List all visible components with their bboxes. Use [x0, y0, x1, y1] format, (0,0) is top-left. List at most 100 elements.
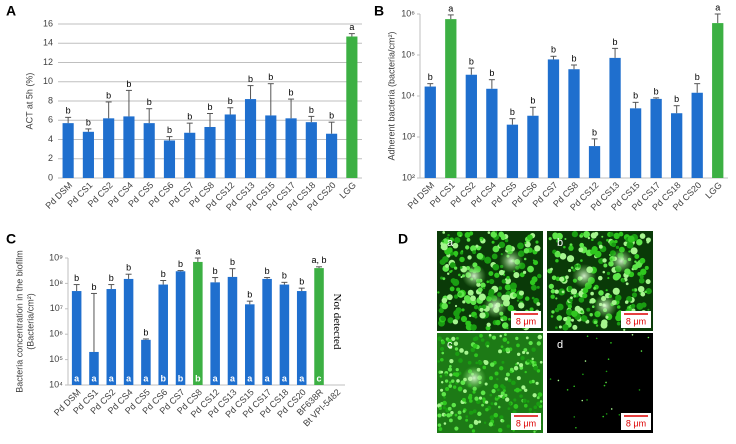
speckle: [573, 416, 576, 418]
speckle: [518, 302, 525, 309]
speckle: [527, 234, 533, 241]
speckle: [503, 333, 507, 337]
speckle: [504, 393, 508, 397]
speckle: [549, 378, 552, 380]
bar-letter: a: [74, 373, 80, 383]
speckle: [539, 360, 543, 364]
speckle: [501, 419, 505, 423]
speckle: [632, 264, 639, 271]
bar: [89, 351, 99, 385]
speckle: [449, 365, 452, 368]
speckle: [618, 231, 624, 237]
speckle: [526, 351, 529, 355]
speckle: [453, 294, 459, 299]
speckle: [536, 401, 541, 407]
significance-letter: b: [161, 269, 166, 279]
speckle: [565, 308, 573, 316]
scale-label: 8 μm: [516, 316, 536, 326]
speckle: [562, 324, 569, 331]
speckle: [568, 245, 574, 251]
speckle: [483, 360, 487, 364]
bar: [285, 118, 297, 178]
y-tick-label: 10³: [402, 131, 415, 141]
speckle: [474, 396, 479, 401]
speckle: [500, 345, 504, 349]
scale-label: 8 μm: [626, 418, 646, 428]
speckle: [452, 385, 457, 389]
speckle: [512, 293, 517, 298]
speckle: [595, 337, 598, 340]
speckle: [469, 231, 474, 236]
speckle: [523, 257, 527, 261]
speckle: [522, 398, 527, 403]
speckle: [441, 340, 446, 345]
significance-letter: b: [633, 91, 638, 101]
speckle: [525, 336, 529, 340]
speckle: [498, 286, 503, 290]
speckle: [441, 297, 448, 304]
speckle: [609, 232, 614, 237]
image-label: d: [557, 339, 563, 351]
speckle: [528, 340, 533, 346]
speckle: [536, 285, 540, 289]
speckle: [494, 272, 500, 278]
speckle: [454, 347, 459, 351]
speckle: [485, 407, 489, 412]
speckle: [568, 287, 572, 292]
speckle: [607, 358, 610, 361]
speckle: [488, 333, 492, 337]
speckle: [555, 232, 563, 240]
speckle: [446, 236, 449, 240]
speckle: [515, 387, 520, 393]
speckle: [487, 231, 491, 234]
significance-letter: b: [230, 257, 235, 267]
bar: [224, 114, 236, 178]
significance-letter: b: [247, 290, 252, 300]
bar: [547, 59, 560, 179]
speckle: [504, 284, 512, 291]
speckle: [462, 300, 466, 304]
speckle: [470, 347, 476, 353]
speckle: [597, 275, 603, 281]
speckle: [589, 313, 593, 317]
significance-letter: b: [178, 259, 183, 269]
speckle: [482, 286, 486, 290]
speckle: [465, 298, 472, 304]
speckle: [472, 409, 477, 414]
speckle: [508, 317, 511, 321]
significance-letter: b: [86, 117, 91, 127]
speckle: [500, 234, 506, 240]
speckle: [460, 276, 463, 279]
speckle: [605, 413, 608, 415]
significance-letter: b: [106, 90, 111, 100]
speckle: [496, 377, 499, 381]
speckle: [519, 272, 525, 278]
speckle: [535, 240, 539, 244]
speckle: [489, 376, 494, 381]
speckle: [558, 325, 562, 329]
speckle: [551, 310, 555, 314]
speckle: [602, 415, 605, 418]
speckle: [464, 231, 471, 238]
speckle: [479, 238, 483, 242]
speckle: [610, 408, 613, 410]
speckle: [464, 350, 469, 355]
speckle: [470, 295, 476, 302]
speckle: [453, 341, 459, 346]
speckle: [537, 334, 543, 340]
speckle: [571, 231, 579, 238]
speckle: [595, 324, 599, 327]
speckle: [605, 381, 607, 384]
speckle: [559, 253, 567, 260]
significance-letter: b: [289, 87, 294, 97]
speckle: [571, 310, 578, 317]
bar: [204, 126, 216, 178]
speckle: [506, 341, 510, 344]
speckle: [601, 321, 605, 326]
significance-letter: b: [268, 72, 273, 82]
significance-letter: b: [228, 96, 233, 106]
speckle: [557, 379, 560, 382]
speckle: [586, 399, 588, 401]
bar: [62, 123, 74, 178]
speckle: [457, 410, 462, 415]
